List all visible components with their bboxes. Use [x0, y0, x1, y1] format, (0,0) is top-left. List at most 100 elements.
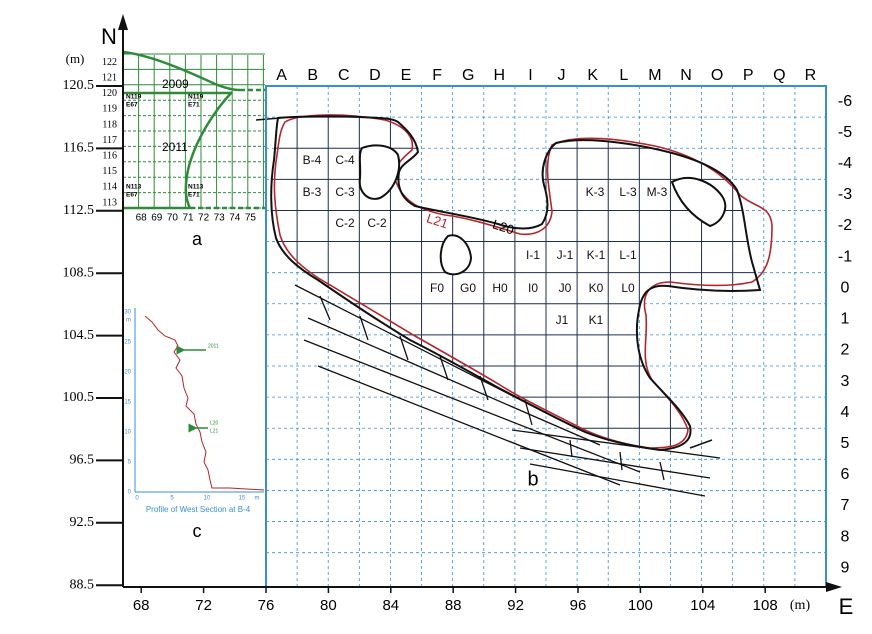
row-label: 6	[841, 466, 850, 483]
inset-c-y-label: 0	[128, 490, 132, 496]
inset-a-y-label: 116	[102, 150, 117, 161]
bottom-tick-label: 68	[133, 597, 150, 614]
left-tick-label: 120.5	[63, 78, 95, 93]
cell-label: B-3	[303, 185, 322, 199]
inset-a-x-label: 69	[151, 213, 163, 224]
bottom-tick-label: 84	[382, 597, 399, 614]
inset-c-y-unit: m	[126, 318, 131, 324]
bottom-unit: (m)	[790, 598, 811, 613]
row-label: 7	[841, 497, 850, 514]
left-tick-label: 88.5	[70, 577, 95, 592]
bottom-tick-label: 80	[320, 597, 337, 614]
inset-c-marker: 2011	[208, 343, 219, 349]
cell-label: G0	[460, 281, 476, 295]
bedrock-line	[303, 339, 641, 473]
row-label: 8	[841, 528, 850, 545]
column-label: G	[462, 67, 474, 84]
column-label: I	[528, 67, 532, 84]
row-label: -2	[838, 217, 852, 234]
corner-label: N113	[188, 184, 204, 191]
inset-c-x-label: 15	[239, 496, 246, 502]
inset-c-marker: L21	[210, 428, 219, 434]
row-label: 2	[841, 342, 850, 359]
inset-b-label: b	[527, 468, 538, 490]
left-tick-label: 116.5	[63, 141, 94, 156]
rock-hatch	[359, 144, 400, 200]
inset-a-x-label: 74	[229, 213, 241, 224]
cell-label: K-3	[586, 185, 605, 199]
column-label: O	[711, 67, 723, 84]
inset-a-y-label: 117	[102, 135, 117, 146]
layer-label: L20	[491, 217, 516, 238]
column-label: F	[432, 67, 442, 84]
inset-a-mask	[124, 30, 274, 52]
row-label: 9	[841, 559, 850, 576]
cell-label: J1	[556, 313, 569, 327]
bedrock-line	[524, 399, 533, 426]
corner-label: N119	[126, 94, 142, 101]
inset-a-y-label: 115	[102, 166, 117, 177]
row-label: 4	[841, 404, 850, 421]
corner-label: E67	[126, 192, 138, 199]
inset-a-x-label: 70	[167, 213, 179, 224]
bedrock-line	[529, 463, 706, 497]
inset-c-y-label: 10	[124, 430, 131, 436]
cell-label: K0	[589, 281, 604, 295]
cell-label: C-2	[335, 216, 355, 230]
column-label: A	[276, 67, 287, 84]
inset-a-year: 2009	[162, 77, 189, 91]
column-label: E	[401, 67, 412, 84]
corner-label: E71	[188, 192, 200, 199]
inset-c-y-label: 15	[124, 400, 131, 406]
bottom-tick-label: 92	[507, 597, 524, 614]
bedrock-line	[439, 355, 449, 381]
inset-c-x-label: 10	[204, 496, 211, 502]
corner-label: E71	[188, 102, 200, 109]
inset-c-x-label: 0	[135, 496, 139, 502]
inset-c-y-label: 30	[124, 310, 131, 316]
bedrock-line	[569, 439, 573, 458]
inset-c-y-label: 25	[124, 340, 131, 346]
cell-label: C-3	[335, 185, 355, 199]
row-label: 5	[841, 435, 850, 452]
inset-a-x-label: 71	[182, 213, 194, 224]
cell-label: B-4	[303, 153, 322, 167]
bedrock-line	[319, 295, 331, 321]
inset-a-y-label: 113	[102, 197, 117, 208]
cell-label: F0	[430, 281, 444, 295]
row-label: -1	[838, 248, 852, 265]
cell-label: M-3	[647, 185, 668, 199]
cell-label: K1	[589, 313, 604, 327]
column-label: Q	[773, 67, 785, 84]
row-label: 1	[841, 311, 850, 328]
rock-hatch	[671, 177, 726, 227]
bedrock-line	[511, 429, 721, 459]
left-tick-label: 104.5	[63, 328, 95, 343]
inset-a-y-label: 122	[102, 57, 117, 68]
bedrock-line	[294, 284, 561, 421]
row-label: -4	[838, 155, 852, 172]
inset-c-x-label: 5	[170, 496, 174, 502]
inset-c-y-label: 20	[124, 370, 131, 376]
inset-c-y-label: 5	[128, 460, 132, 466]
inset-a-x-label: 72	[198, 213, 210, 224]
inset-a-y-label: 114	[102, 182, 117, 193]
unit-left: (m)	[66, 51, 85, 66]
cell-label: J-1	[557, 248, 574, 262]
inset-c-title: Profile of West Section at B-4	[146, 505, 251, 514]
inset-a-boundary	[122, 50, 241, 92]
bedrock-line	[359, 315, 369, 341]
east-label: E	[839, 594, 854, 619]
row-label: -6	[838, 93, 852, 110]
row-label: -5	[838, 124, 852, 141]
inset-a-boundary	[184, 91, 233, 209]
inset-a-y-label: 119	[102, 104, 117, 115]
corner-label: E67	[126, 102, 138, 109]
left-tick-label: 96.5	[70, 453, 95, 468]
north-arrowhead	[118, 14, 128, 30]
cave-outline	[270, 115, 762, 452]
east-arrowhead	[826, 582, 842, 592]
bedrock-line	[399, 335, 409, 361]
column-label: D	[369, 67, 381, 84]
